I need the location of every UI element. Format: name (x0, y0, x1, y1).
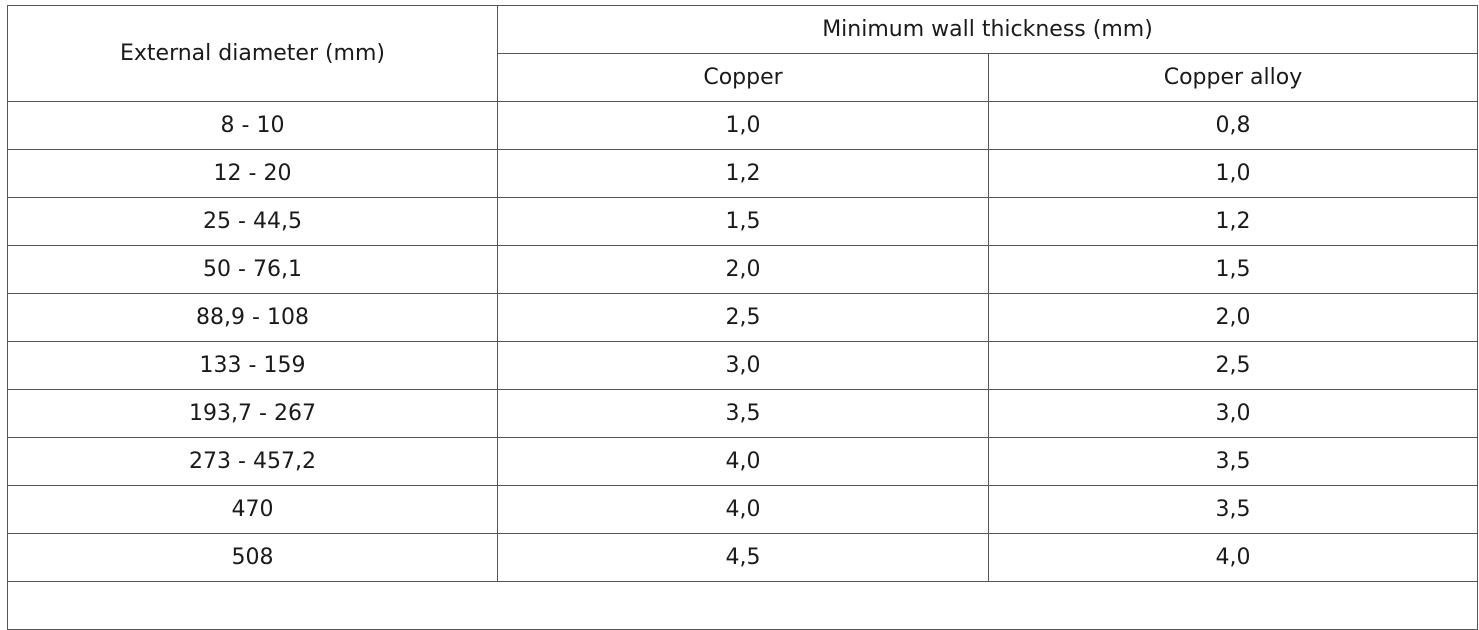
wall-thickness-table: External diameter (mm) Minimum wall thic… (7, 5, 1478, 630)
header-row-materials: Copper Copper alloy (8, 53, 1478, 102)
table-row: 8 - 10 1,0 0,8 (7, 101, 1478, 150)
cell-copper: 3,0 (497, 341, 989, 390)
cell-copper: 1,5 (497, 197, 989, 246)
cell-diameter: 88,9 - 108 (7, 293, 498, 342)
cell-copper: 1,2 (497, 149, 989, 198)
header-external-diameter: External diameter (mm) (7, 5, 498, 102)
cell-copper-alloy: 2,5 (988, 341, 1478, 390)
header-row-group: External diameter (mm) Minimum wall thic… (7, 5, 1478, 102)
table-row: 508 4,5 4,0 (7, 533, 1478, 582)
cell-diameter: 12 - 20 (7, 149, 498, 198)
cell-copper: 2,0 (497, 245, 989, 294)
header-min-wall-thickness: Minimum wall thickness (mm) (497, 5, 1478, 54)
cell-diameter: 193,7 - 267 (7, 389, 498, 438)
cell-diameter: 470 (7, 485, 498, 534)
cell-copper-alloy: 1,2 (988, 197, 1478, 246)
cell-copper: 1,0 (497, 101, 989, 150)
cell-diameter: 8 - 10 (7, 101, 498, 150)
table-row: 12 - 20 1,2 1,0 (7, 149, 1478, 198)
table-row: 273 - 457,2 4,0 3,5 (7, 437, 1478, 486)
cell-diameter: 133 - 159 (7, 341, 498, 390)
table-row: 470 4,0 3,5 (7, 485, 1478, 534)
table-row: 50 - 76,1 2,0 1,5 (7, 245, 1478, 294)
cell-diameter: 50 - 76,1 (7, 245, 498, 294)
header-copper: Copper (497, 53, 989, 102)
cell-copper: 3,5 (497, 389, 989, 438)
table-row: 133 - 159 3,0 2,5 (7, 341, 1478, 390)
cell-diameter: 273 - 457,2 (7, 437, 498, 486)
cell-copper: 2,5 (497, 293, 989, 342)
cell-diameter: 508 (7, 533, 498, 582)
cell-copper: 4,0 (497, 437, 989, 486)
cell-copper-alloy: 3,5 (988, 485, 1478, 534)
table-row: 88,9 - 108 2,5 2,0 (7, 293, 1478, 342)
header-copper-alloy: Copper alloy (988, 53, 1478, 102)
cell-copper-alloy: 1,5 (988, 245, 1478, 294)
table-row: 25 - 44,5 1,5 1,2 (7, 197, 1478, 246)
cell-copper-alloy: 2,0 (988, 293, 1478, 342)
cell-copper-alloy: 3,0 (988, 389, 1478, 438)
cell-copper: 4,5 (497, 533, 989, 582)
table-row: 193,7 - 267 3,5 3,0 (7, 389, 1478, 438)
cell-copper-alloy: 4,0 (988, 533, 1478, 582)
cell-copper-alloy: 1,0 (988, 149, 1478, 198)
cell-copper-alloy: 0,8 (988, 101, 1478, 150)
cell-copper-alloy: 3,5 (988, 437, 1478, 486)
cell-diameter: 25 - 44,5 (7, 197, 498, 246)
cell-copper: 4,0 (497, 485, 989, 534)
